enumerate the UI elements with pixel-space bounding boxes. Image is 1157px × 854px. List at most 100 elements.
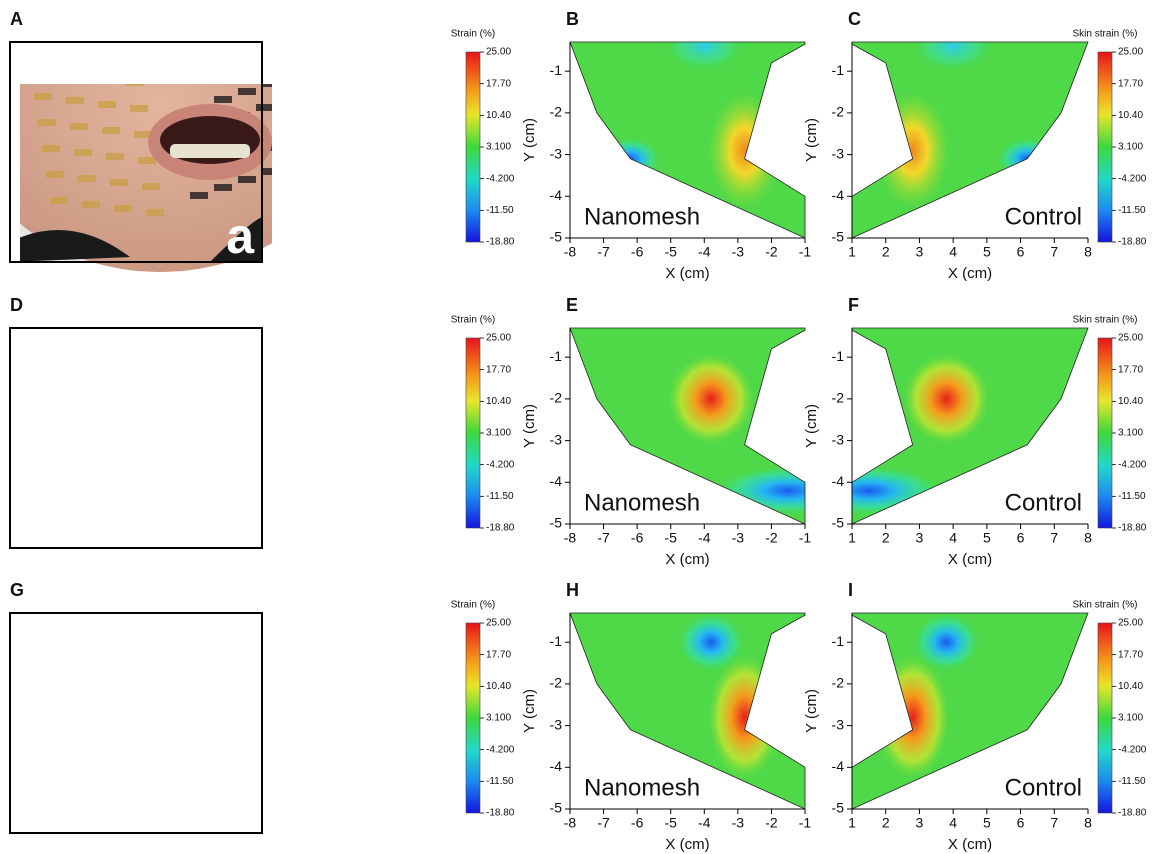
photo-label: a [226, 208, 255, 264]
colorbar-tick-label: 17.70 [486, 78, 511, 89]
ink-mark [292, 334, 310, 341]
gold-mark [74, 720, 92, 727]
gold-mark [66, 668, 84, 675]
plot-name: Control [1005, 203, 1082, 230]
ink-mark [238, 176, 256, 183]
ink-mark [214, 470, 232, 477]
y-tick-label: -3 [832, 145, 845, 161]
x-tick-label: -4 [698, 815, 711, 831]
ink-mark [214, 184, 232, 191]
gold-mark [70, 123, 88, 130]
y-axis-label: Y (cm) [521, 118, 538, 162]
x-tick-label: -3 [732, 530, 745, 546]
gold-mark [30, 638, 48, 645]
ink-mark [268, 430, 286, 437]
x-tick-label: -7 [597, 530, 610, 546]
panel-letter: H [566, 580, 579, 600]
gold-mark [50, 197, 68, 204]
colorbar-tick-label: -18.80 [486, 808, 515, 819]
colorbar-tick-label: 17.70 [1118, 78, 1143, 89]
x-tick-label: -4 [698, 244, 711, 260]
ink-mark [280, 96, 298, 103]
gold-mark [102, 127, 120, 134]
colorbar-tick-label: 25.00 [1118, 333, 1143, 344]
y-tick-label: -1 [832, 348, 845, 364]
x-tick-label: -8 [564, 530, 577, 546]
x-axis-label: X (cm) [948, 836, 992, 853]
gold-mark [102, 413, 120, 420]
gold-mark [82, 201, 100, 208]
y-tick-label: -1 [550, 633, 563, 649]
ink-mark [286, 358, 304, 365]
heatmap-blob [708, 92, 782, 209]
gold-mark [134, 417, 152, 424]
x-tick-label: 8 [1084, 815, 1092, 831]
ink-mark [268, 715, 286, 722]
ink-mark [196, 454, 214, 461]
x-tick-label: 6 [1017, 244, 1025, 260]
colorbar-tick-label: 3.100 [1118, 428, 1143, 439]
heatmap-blob [876, 655, 950, 780]
colorbar-tick-label: -4.200 [1118, 744, 1147, 755]
colorbar-tick-label: 3.100 [486, 428, 511, 439]
gold-mark [110, 179, 128, 186]
x-tick-label: -4 [698, 530, 711, 546]
gold-mark [62, 642, 80, 649]
y-tick-label: -1 [550, 348, 563, 364]
ink-mark [268, 56, 286, 63]
gold-mark [94, 361, 112, 368]
colorbar-tick-label: 25.00 [486, 333, 511, 344]
colorbar-tick-label: -4.200 [1118, 459, 1147, 470]
ink-mark [262, 651, 280, 658]
x-tick-label: -2 [765, 244, 778, 260]
ink-mark [196, 739, 214, 746]
heatmap-blob [913, 21, 994, 71]
colorbar-tick-label: -11.50 [1118, 776, 1146, 787]
x-tick-label: 8 [1084, 244, 1092, 260]
ink-mark [292, 48, 310, 55]
y-tick-label: -2 [832, 104, 845, 120]
x-tick-label: 7 [1050, 244, 1058, 260]
face [0, 543, 350, 843]
heatmap-blob [795, 466, 943, 516]
gold-mark [42, 145, 60, 152]
colorbar-tick-label: -11.50 [486, 776, 514, 787]
ink-mark [220, 358, 238, 365]
x-tick-label: -7 [597, 244, 610, 260]
x-tick-label: -6 [631, 244, 644, 260]
x-axis-label: X (cm) [948, 265, 992, 282]
gold-mark [146, 495, 164, 502]
plot-name: Nanomesh [584, 203, 700, 230]
plot-name: Nanomesh [584, 774, 700, 801]
ink-mark [286, 72, 304, 79]
photo-label: u [223, 494, 254, 550]
gold-mark [78, 461, 96, 468]
x-axis-label: X (cm) [665, 265, 709, 282]
x-tick-label: -3 [732, 244, 745, 260]
gold-mark [50, 768, 68, 775]
colorbar-title: Skin strain (%) [1072, 600, 1137, 611]
gold-mark [62, 71, 80, 78]
gold-mark [98, 672, 116, 679]
y-tick-label: -2 [550, 104, 563, 120]
gold-mark [130, 105, 148, 112]
gold-mark [110, 465, 128, 472]
ink-mark [268, 342, 286, 349]
colorbar [1098, 338, 1112, 528]
x-tick-label: -7 [597, 815, 610, 831]
colorbar-tick-label: 25.00 [1118, 47, 1143, 58]
ink-mark [274, 120, 292, 127]
ink-mark [202, 430, 220, 437]
ink-mark [202, 715, 220, 722]
ink-mark [292, 619, 310, 626]
colorbar-tick-label: -11.50 [1118, 491, 1146, 502]
ink-mark [268, 627, 286, 634]
ink-mark [256, 675, 274, 682]
colorbar-tick-label: -18.80 [486, 523, 515, 534]
ink-mark [190, 763, 208, 770]
teeth [170, 144, 250, 158]
ink-mark [274, 406, 292, 413]
ink-mark [220, 731, 238, 738]
ink-mark [244, 723, 262, 730]
x-tick-label: -5 [664, 244, 677, 260]
